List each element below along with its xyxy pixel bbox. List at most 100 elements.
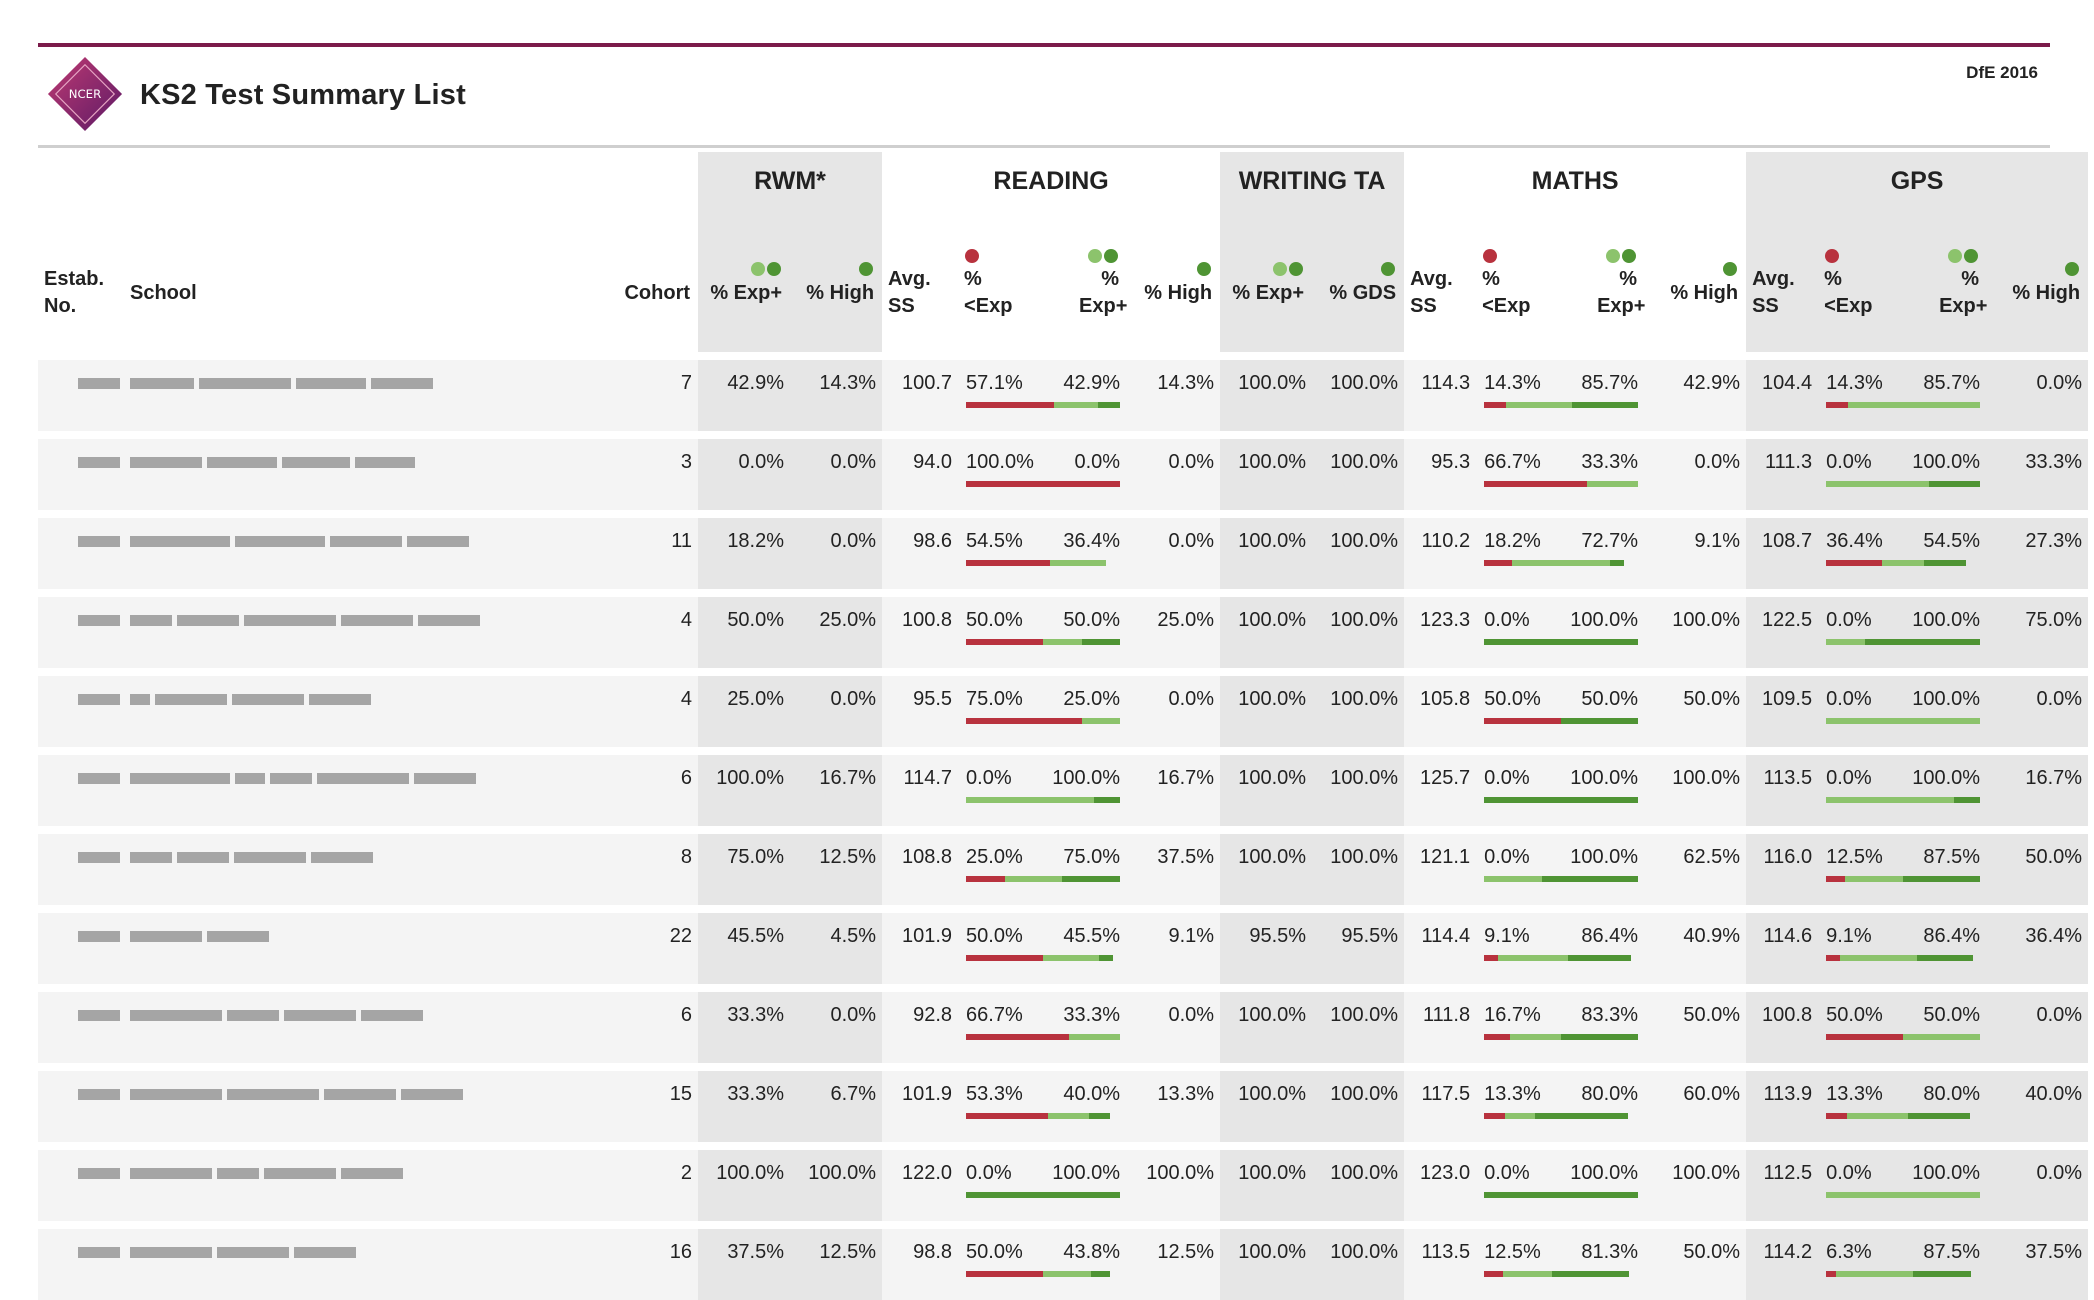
redacted-text bbox=[227, 1089, 319, 1101]
redacted-text bbox=[78, 378, 120, 390]
maths-exp-value: 100.0% bbox=[1570, 767, 1639, 789]
below-expected-dot-icon bbox=[1825, 248, 1840, 263]
writing-exp-value: 100.0% bbox=[1220, 360, 1313, 431]
cohort-value: 16 bbox=[560, 1229, 699, 1300]
writing-gds-value: 100.0% bbox=[1312, 676, 1405, 747]
attainment-bar bbox=[966, 639, 1121, 645]
attainment-bar bbox=[1826, 1034, 1981, 1040]
expected-segment bbox=[1043, 639, 1082, 645]
below-expected-segment bbox=[1826, 876, 1846, 882]
maths-high-value: 50.0% bbox=[1646, 992, 1747, 1063]
cohort-value: 2 bbox=[560, 1150, 699, 1221]
table-row[interactable]: 16 37.5% 12.5% 98.8 50.0% 43.8% 12.5% 10… bbox=[38, 1229, 2089, 1300]
high-score-segment bbox=[1094, 797, 1121, 803]
gps-ss-value: 113.5 bbox=[1746, 755, 1819, 826]
table-row[interactable]: 6 33.3% 0.0% 92.8 66.7% 33.3% 0.0% 100.0… bbox=[38, 992, 2089, 1063]
legend-dots bbox=[1647, 256, 1738, 280]
maths-ss-value: 123.3 bbox=[1404, 597, 1477, 668]
gps-exp-value: 80.0% bbox=[1923, 1083, 1981, 1105]
attainment-bar bbox=[1826, 876, 1981, 882]
redacted-text bbox=[177, 852, 229, 864]
gps-below-exp-cell: 0.0% 100.0% bbox=[1818, 597, 1989, 668]
maths-high-value: 62.5% bbox=[1646, 834, 1747, 905]
estab-no-cell bbox=[38, 755, 124, 826]
gps-exp-value: 87.5% bbox=[1923, 846, 1981, 868]
gps-below-exp-cell: 36.4% 54.5% bbox=[1818, 518, 1989, 589]
school-cell bbox=[124, 360, 560, 431]
col-reading-ss: Avg. SS bbox=[888, 268, 931, 317]
col-writing-gds: % GDS bbox=[1312, 210, 1405, 352]
maths-below-value: 14.3% bbox=[1484, 372, 1541, 394]
reading-below-value: 25.0% bbox=[966, 846, 1023, 868]
maths-below-exp-cell: 0.0% 100.0% bbox=[1476, 597, 1647, 668]
redacted-text bbox=[199, 378, 291, 390]
attainment-bar bbox=[1484, 639, 1639, 645]
high-score-segment bbox=[1081, 639, 1121, 645]
writing-gds-value: 100.0% bbox=[1312, 1071, 1405, 1142]
redacted-text bbox=[130, 1168, 212, 1180]
cohort-value: 8 bbox=[560, 834, 699, 905]
high-score-dot-icon bbox=[1964, 248, 1979, 263]
col-reading-high: % High bbox=[1128, 210, 1220, 352]
table-row[interactable]: 3 0.0% 0.0% 94.0 100.0% 0.0% 0.0% 100.0%… bbox=[38, 439, 2089, 510]
below-expected-segment bbox=[966, 718, 1082, 724]
gps-below-exp-cell: 12.5% 87.5% bbox=[1818, 834, 1989, 905]
writing-gds-value: 100.0% bbox=[1312, 992, 1405, 1063]
table-row[interactable]: 8 75.0% 12.5% 108.8 25.0% 75.0% 37.5% 10… bbox=[38, 834, 2089, 905]
table-row[interactable]: 15 33.3% 6.7% 101.9 53.3% 40.0% 13.3% 10… bbox=[38, 1071, 2089, 1142]
expected-dot-icon bbox=[1273, 262, 1288, 277]
col-school: School bbox=[130, 281, 197, 304]
table-row[interactable]: 22 45.5% 4.5% 101.9 50.0% 45.5% 9.1% 95.… bbox=[38, 913, 2089, 984]
expected-dot-icon bbox=[1948, 248, 1963, 263]
attainment-bar bbox=[966, 481, 1121, 487]
reading-high-value: 0.0% bbox=[1128, 992, 1221, 1063]
gps-high-value: 0.0% bbox=[1988, 360, 2089, 431]
reading-ss-value: 122.0 bbox=[882, 1150, 959, 1221]
reading-high-value: 14.3% bbox=[1128, 360, 1221, 431]
redacted-text bbox=[270, 773, 312, 785]
col-maths-below-exp: % <Exp % Exp+ bbox=[1476, 210, 1646, 352]
expected-segment bbox=[1826, 1192, 1981, 1198]
legend-dots bbox=[1989, 256, 2080, 280]
high-score-segment bbox=[1098, 402, 1121, 408]
maths-below-value: 18.2% bbox=[1484, 530, 1541, 552]
high-score-segment bbox=[1610, 560, 1625, 566]
maths-below-exp-cell: 66.7% 33.3% bbox=[1476, 439, 1647, 510]
writing-exp-value: 100.0% bbox=[1220, 834, 1313, 905]
attainment-bar bbox=[966, 955, 1120, 961]
school-cell bbox=[124, 1071, 560, 1142]
table-row[interactable]: 2 100.0% 100.0% 122.0 0.0% 100.0% 100.0%… bbox=[38, 1150, 2089, 1221]
table-row[interactable]: 7 42.9% 14.3% 100.7 57.1% 42.9% 14.3% 10… bbox=[38, 360, 2089, 431]
rwm-high-value: 12.5% bbox=[790, 834, 883, 905]
legend-dots bbox=[1947, 242, 1979, 266]
maths-exp-value: 50.0% bbox=[1581, 688, 1639, 710]
reading-ss-value: 98.8 bbox=[882, 1229, 959, 1300]
high-score-segment bbox=[1089, 1113, 1110, 1119]
table-row[interactable]: 6 100.0% 16.7% 114.7 0.0% 100.0% 16.7% 1… bbox=[38, 755, 2089, 826]
gps-high-value: 75.0% bbox=[1988, 597, 2089, 668]
maths-exp-value: 81.3% bbox=[1581, 1241, 1639, 1263]
reading-high-value: 0.0% bbox=[1128, 518, 1221, 589]
high-score-segment bbox=[1928, 481, 1981, 487]
gps-ss-value: 116.0 bbox=[1746, 834, 1819, 905]
report-header: NCER KS2 Test Summary List DfE 2016 bbox=[38, 47, 2050, 148]
rwm-high-value: 14.3% bbox=[790, 360, 883, 431]
below-expected-segment bbox=[966, 955, 1044, 961]
header-accent-line bbox=[38, 43, 2050, 47]
redacted-text bbox=[130, 378, 194, 390]
page-title: KS2 Test Summary List bbox=[140, 79, 466, 111]
table-row[interactable]: 11 18.2% 0.0% 98.6 54.5% 36.4% 0.0% 100.… bbox=[38, 518, 2089, 589]
col-rwm-high: % High bbox=[790, 210, 883, 352]
maths-below-exp-cell: 18.2% 72.7% bbox=[1476, 518, 1647, 589]
expected-segment bbox=[1048, 1113, 1090, 1119]
redacted-text bbox=[130, 694, 150, 706]
legend-dots bbox=[1129, 256, 1212, 280]
writing-gds-value: 100.0% bbox=[1312, 439, 1405, 510]
table-row[interactable]: 4 50.0% 25.0% 100.8 50.0% 50.0% 25.0% 10… bbox=[38, 597, 2089, 668]
below-expected-segment bbox=[1484, 718, 1562, 724]
attainment-bar bbox=[1484, 1271, 1638, 1277]
legend-dots bbox=[1087, 242, 1119, 266]
maths-high-value: 100.0% bbox=[1646, 1150, 1747, 1221]
reading-below-value: 66.7% bbox=[966, 1004, 1023, 1026]
table-row[interactable]: 4 25.0% 0.0% 95.5 75.0% 25.0% 0.0% 100.0… bbox=[38, 676, 2089, 747]
